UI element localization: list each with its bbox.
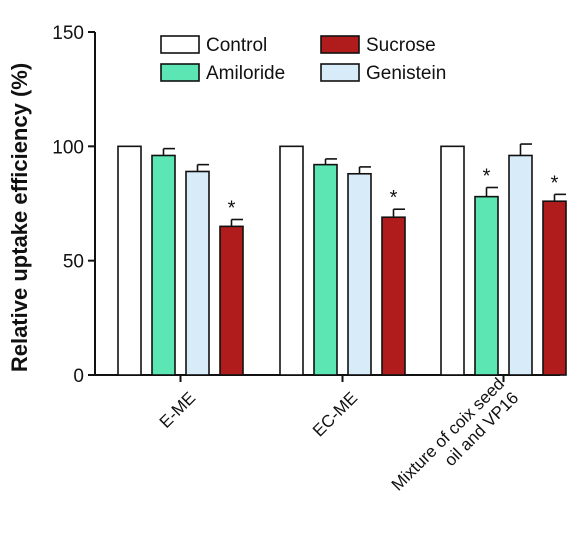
category-labels: E-ME EC-ME Mixture of coix seedoil and VP1… [156,374,522,508]
legend-swatch-genistein [320,63,360,82]
bar-control-1 [117,145,142,376]
legend-label-genistein: Genistein [366,63,446,84]
bar-genistein-2 [347,172,372,376]
bar-genistein-3 [508,154,533,376]
bars: * * * * [117,143,567,376]
y-tick-label-0: 0 [73,366,84,387]
legend: Control Sucrose Amiloride Genistein [160,35,446,84]
legend-label-sucrose: Sucrose [366,35,436,56]
bar-amiloride-3 [474,195,499,376]
y-axis-title: Relative uptake efficiency (%) [7,63,32,372]
category-label-3: Mixture of coix seedoil and VP16 [388,374,522,508]
y-tick-label-100: 100 [52,137,84,158]
y-tick-label-50: 50 [63,252,84,273]
legend-swatch-sucrose [320,35,360,54]
legend-swatch-amiloride [160,63,200,82]
legend-swatch-control [160,35,200,54]
significance-marker-sucrose-1: * [228,198,236,220]
category-label-1: E-ME [156,388,199,431]
bar-control-2 [279,145,304,376]
bar-sucrose-1 [219,225,244,376]
significance-marker-amiloride-3: * [483,165,491,187]
significance-marker-sucrose-3: * [551,172,559,194]
category-label-2: EC-ME [309,388,361,440]
category-label-line: EC-ME [309,388,361,440]
bar-sucrose-3 [542,200,567,376]
axes: 0 50 100 150 Relative uptake efficiency (%) [7,23,560,387]
category-label-line: Mixture of coix seed [388,374,508,494]
category-label-line: E-ME [156,388,199,431]
bar-control-3 [440,145,465,376]
y-tick-label-150: 150 [52,23,84,44]
legend-label-amiloride: Amiloride [206,63,285,84]
bar-amiloride-2 [313,163,338,376]
bar-amiloride-1 [151,154,176,376]
significance-marker-sucrose-2: * [390,187,398,209]
legend-label-control: Control [206,35,267,56]
bar-genistein-1 [185,170,210,376]
bar-sucrose-2 [381,216,406,376]
